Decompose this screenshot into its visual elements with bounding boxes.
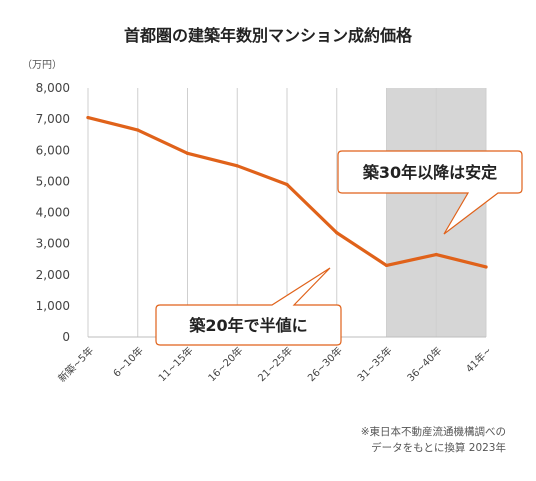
x-tick-label: 16~20年: [205, 344, 245, 384]
x-tick-label: 26~30年: [305, 344, 345, 384]
chart-title: 首都圏の建築年数別マンション成約価格: [123, 26, 412, 45]
x-tick-label: 21~25年: [255, 344, 295, 384]
x-tick-label: 新築~5年: [55, 344, 96, 385]
source-note-line-1: ※東日本不動産流通機構調べの: [360, 426, 506, 438]
data-point: [484, 265, 488, 269]
data-point: [285, 182, 289, 187]
y-axis-unit-label: （万円）: [22, 60, 62, 71]
y-tick-label: 6,000: [36, 143, 70, 157]
y-tick-label: 4,000: [36, 206, 70, 220]
source-note-line-2: データをもとに換算 2023年: [371, 442, 506, 454]
x-tick-label: 31~35年: [354, 344, 394, 384]
data-point: [384, 263, 389, 268]
callout-stable-text: 築30年以降は安定: [362, 163, 497, 182]
callout-half-value: [155, 267, 342, 346]
y-tick-label: 7,000: [36, 112, 70, 126]
x-tick-label: 11~15年: [155, 344, 195, 384]
data-point: [86, 115, 90, 120]
y-tick-label: 5,000: [36, 174, 70, 188]
data-point: [185, 151, 190, 155]
x-tick-label: 41年~: [463, 344, 494, 375]
data-point: [235, 164, 239, 168]
data-point: [335, 231, 339, 235]
y-tick-label: 0: [62, 330, 70, 344]
callout-half-value-text: 築20年で半値に: [188, 316, 307, 335]
x-tick-label: 6~10年: [110, 344, 146, 380]
data-point: [136, 128, 140, 132]
y-tick-label: 3,000: [36, 237, 70, 251]
callout-stable: [337, 150, 523, 235]
y-tick-label: 2,000: [36, 268, 70, 282]
source-note: ※東日本不動産流通機構調べの データをもとに換算 2023年: [361, 424, 506, 456]
data-point: [434, 252, 438, 257]
x-tick-label: 36~40年: [404, 344, 444, 384]
y-tick-label: 1,000: [36, 299, 70, 313]
y-tick-label: 8,000: [36, 81, 70, 95]
